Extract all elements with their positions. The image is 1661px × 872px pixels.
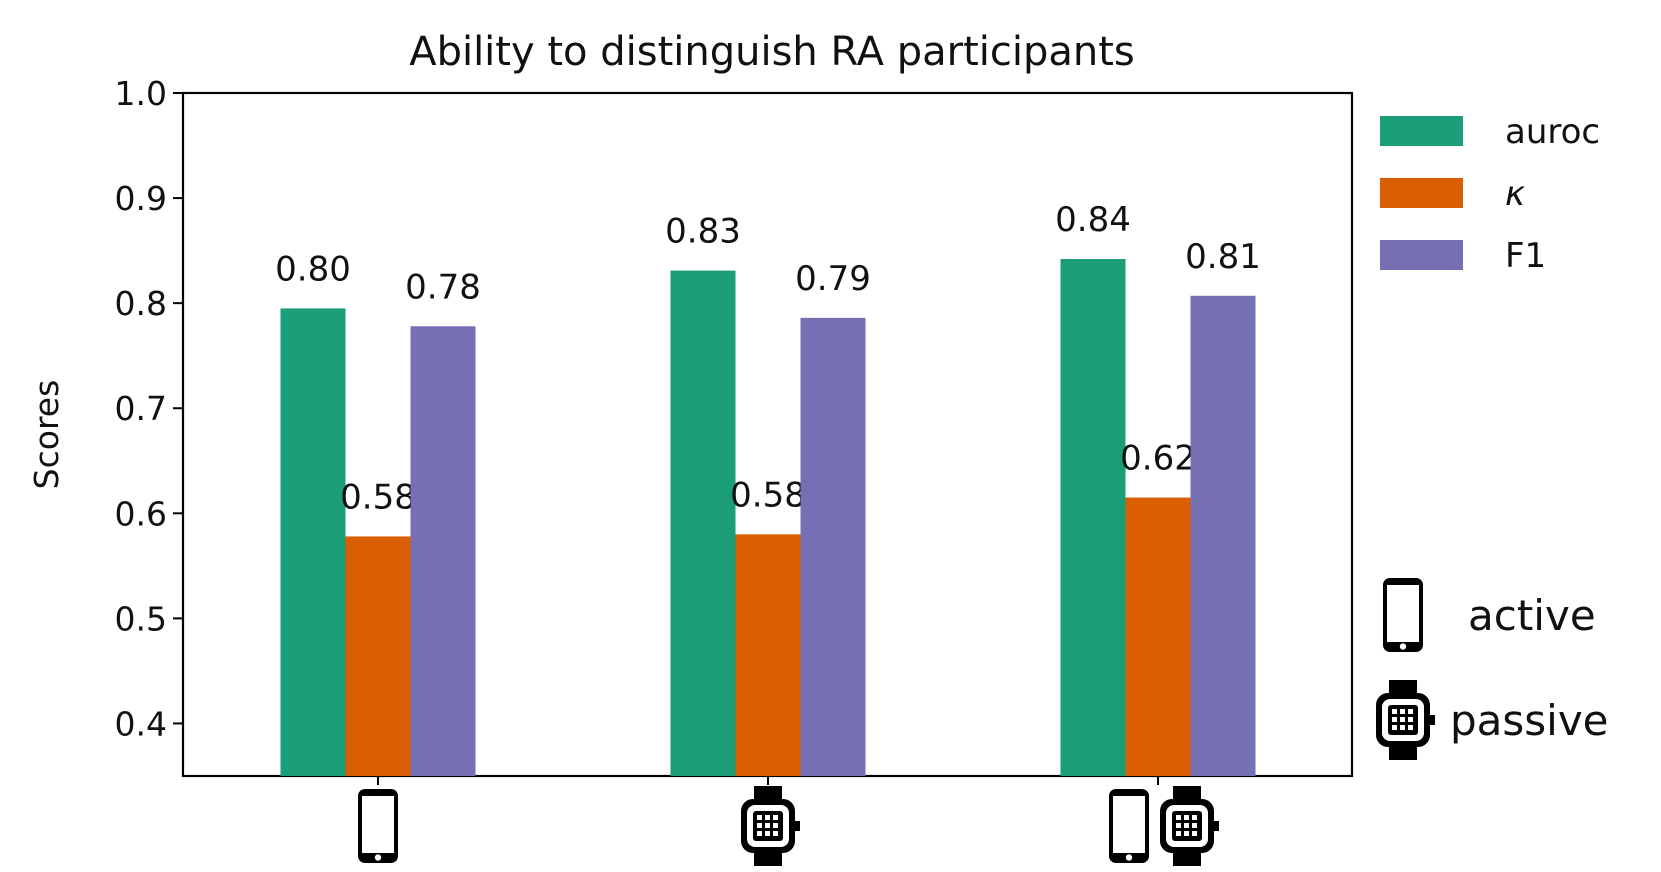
- phone-icon: [1109, 789, 1149, 863]
- y-tick-label: 1.0: [115, 74, 167, 113]
- data-label: 0.80: [275, 249, 351, 289]
- bar-auroc: [280, 308, 346, 776]
- icon-legend-label: passive: [1450, 696, 1609, 745]
- legend-label: κ: [1505, 174, 1525, 214]
- y-tick-label: 0.8: [115, 284, 167, 323]
- bar-auroc: [670, 270, 736, 776]
- data-label: 0.58: [340, 477, 416, 517]
- smartwatch-icon: [1376, 680, 1435, 760]
- legend-label: F1: [1505, 236, 1546, 276]
- data-label: 0.81: [1185, 237, 1261, 277]
- bar-f1: [410, 326, 476, 776]
- smartwatch-icon: [1160, 786, 1219, 866]
- bar-kappa: [1125, 497, 1191, 776]
- data-label: 0.58: [730, 475, 806, 515]
- legend-swatch: [1380, 178, 1463, 208]
- bar-kappa: [735, 534, 801, 776]
- phone-icon: [1383, 578, 1423, 652]
- bar-kappa: [345, 536, 411, 776]
- y-tick-label: 0.9: [115, 179, 167, 218]
- legend-swatch: [1380, 116, 1463, 146]
- bar-f1: [1190, 295, 1256, 776]
- bar-auroc: [1060, 259, 1126, 776]
- y-tick-label: 0.5: [115, 599, 167, 638]
- bar-f1: [800, 317, 866, 776]
- chart-title: Ability to distinguish RA participants: [409, 29, 1135, 75]
- y-tick-label: 0.4: [115, 704, 167, 743]
- data-label: 0.84: [1055, 200, 1131, 240]
- y-axis-label: Scores: [27, 380, 66, 490]
- y-tick-label: 0.7: [115, 389, 167, 428]
- legend-label: auroc: [1505, 112, 1600, 152]
- phone-icon: [358, 789, 398, 863]
- data-label: 0.79: [795, 259, 871, 299]
- legend-swatch: [1380, 240, 1463, 270]
- data-label: 0.83: [665, 212, 741, 252]
- icon-legend-label: active: [1468, 591, 1596, 640]
- data-label: 0.78: [405, 267, 481, 307]
- y-tick-label: 0.6: [115, 494, 167, 533]
- data-label: 0.62: [1120, 439, 1196, 479]
- smartwatch-icon: [741, 786, 800, 866]
